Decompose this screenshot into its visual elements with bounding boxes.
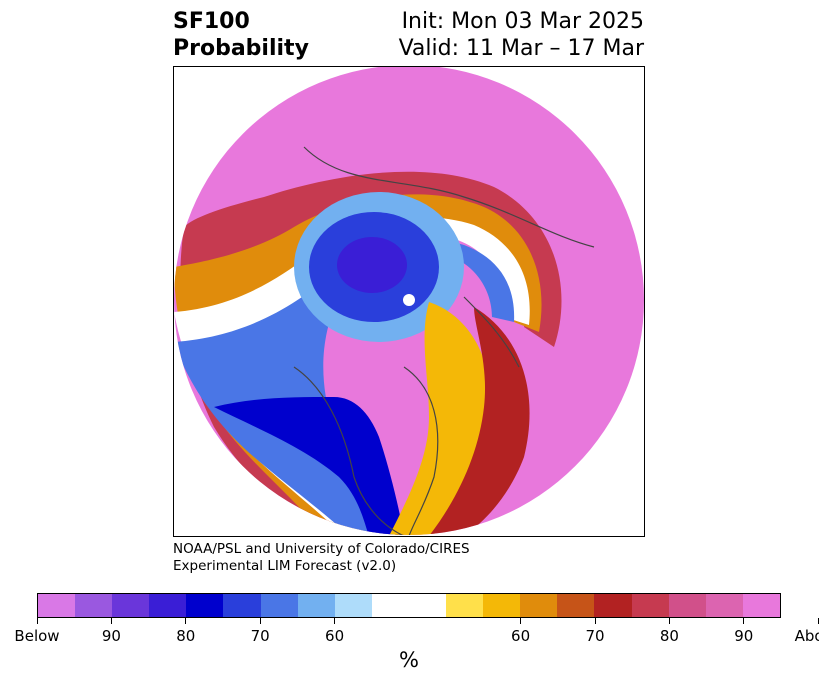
colorbar [37,593,781,618]
hudson-bay-blue-core [337,237,407,293]
colorbar-above-seg-7 [705,594,743,617]
colorbar-neutral-seg [371,594,447,617]
colorbar-below-seg-0 [38,594,76,617]
colorbar-below-seg-4 [186,594,224,617]
colorbar-above-seg-0 [446,594,484,617]
colorbar-below-seg-1 [75,594,113,617]
colorbar-tick [259,618,261,624]
colorbar-tick-label: 60 [325,627,345,645]
colorbar-tick-label: 70 [585,627,605,645]
credit: NOAA/PSL and University of Colorado/CIRE… [173,541,470,575]
west-us-blue-core [214,397,404,535]
colorbar-below-seg-3 [149,594,187,617]
colorbar-below-seg-6 [260,594,298,617]
colorbar-tick-label: 60 [511,627,531,645]
colorbar-above-seg-3 [557,594,595,617]
colorbar-tick [36,618,38,624]
colorbar-tick-label: 70 [250,627,270,645]
colorbar-tick-label: 90 [734,627,754,645]
valid-dates: Valid: 11 Mar – 17 Mar [398,36,644,61]
colorbar-tick [668,618,670,624]
colorbar-tick-label: Above [794,627,819,645]
coastline-hint [293,146,595,535]
colorbar-tick [743,618,745,624]
colorbar-above-seg-6 [668,594,706,617]
atlantic-red-lobe [429,307,530,535]
credit-line-1: NOAA/PSL and University of Colorado/CIRE… [173,541,470,557]
colorbar-tick-label: 80 [176,627,196,645]
colorbar-below-seg-7 [297,594,335,617]
colorbar-tick [520,618,522,624]
north-pole-marker [403,294,415,306]
colorbar-unit: % [399,648,419,672]
colorbar-tick [817,618,819,624]
colorbar-above-seg-5 [631,594,669,617]
colorbar-tick [334,618,336,624]
colorbar-tick-label: Below [14,627,60,645]
colorbar-above-seg-2 [520,594,558,617]
colorbar-tick-label: 90 [101,627,121,645]
init-date: Init: Mon 03 Mar 2025 [401,9,644,34]
colorbar-below-seg-5 [223,594,261,617]
credit-line-2: Experimental LIM Forecast (v2.0) [173,558,397,574]
title-left: SF100 Probability [173,8,309,62]
colorbar-above-seg-4 [594,594,632,617]
title-right: Init: Mon 03 Mar 2025 Valid: 11 Mar – 17… [399,8,644,62]
forecast-map [173,66,645,537]
colorbar-below-seg-8 [334,594,372,617]
colorbar-tick [110,618,112,624]
product-title: Probability [173,36,309,61]
colorbar-above-seg-8 [742,594,780,617]
variable-title: SF100 [173,9,250,34]
colorbar-tick-label: 80 [659,627,679,645]
colorbar-tick [594,618,596,624]
colorbar-tick [185,618,187,624]
colorbar-above-seg-1 [483,594,521,617]
map-canvas [174,67,644,535]
colorbar-below-seg-2 [112,594,150,617]
